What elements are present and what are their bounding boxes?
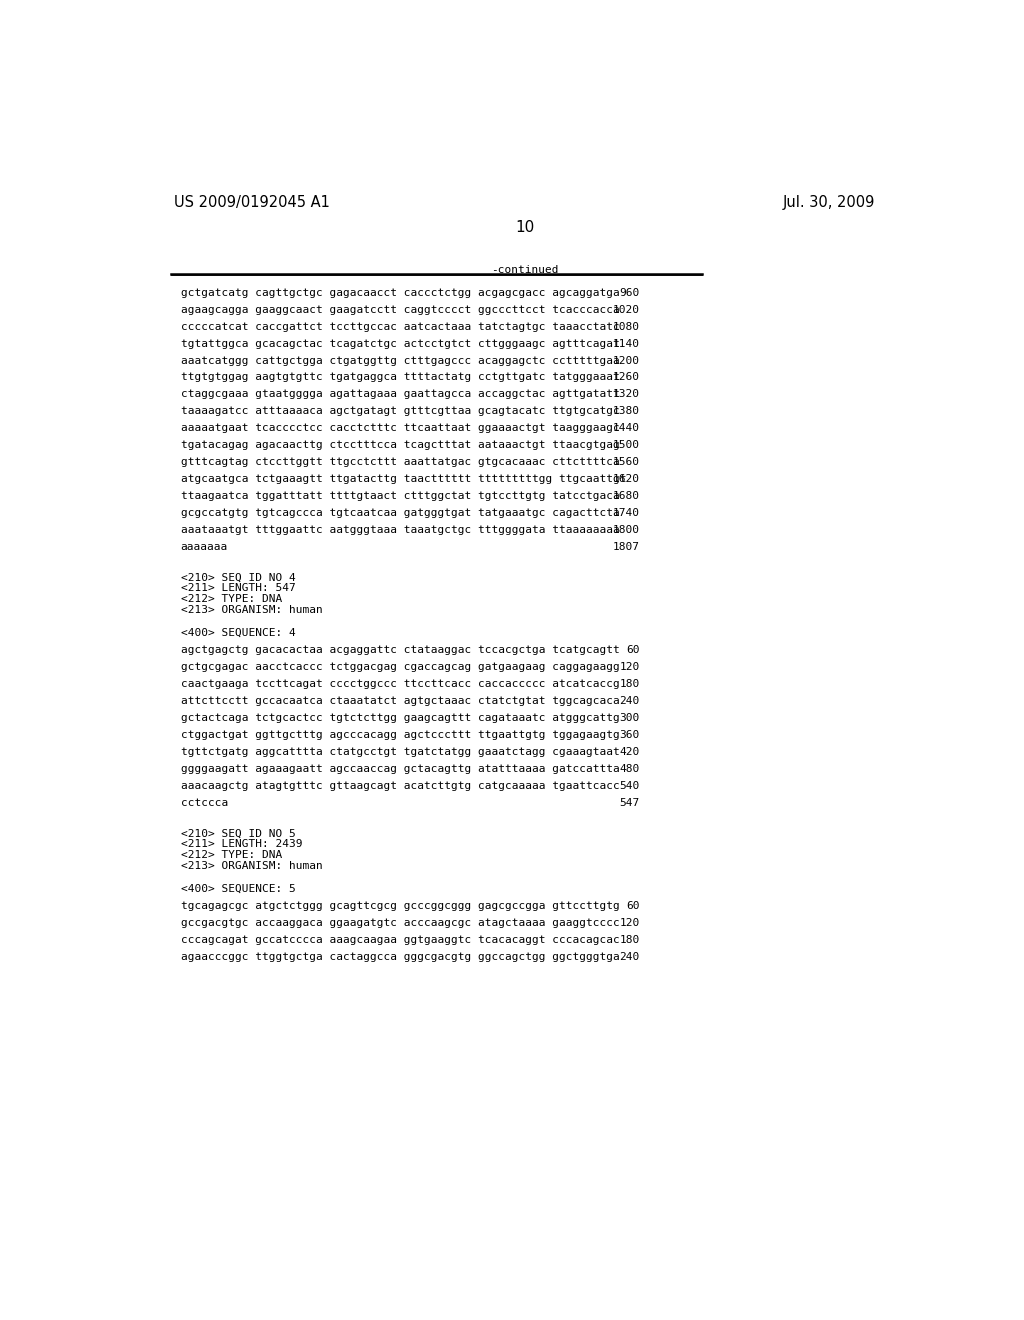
Text: 300: 300 bbox=[620, 713, 640, 723]
Text: 1440: 1440 bbox=[612, 424, 640, 433]
Text: 180: 180 bbox=[620, 678, 640, 689]
Text: 240: 240 bbox=[620, 696, 640, 706]
Text: <211> LENGTH: 547: <211> LENGTH: 547 bbox=[180, 583, 296, 594]
Text: Jul. 30, 2009: Jul. 30, 2009 bbox=[782, 194, 876, 210]
Text: agaacccggc ttggtgctga cactaggcca gggcgacgtg ggccagctgg ggctgggtga: agaacccggc ttggtgctga cactaggcca gggcgac… bbox=[180, 952, 620, 961]
Text: <210> SEQ ID NO 4: <210> SEQ ID NO 4 bbox=[180, 573, 296, 582]
Text: 1800: 1800 bbox=[612, 525, 640, 535]
Text: <400> SEQUENCE: 5: <400> SEQUENCE: 5 bbox=[180, 884, 296, 894]
Text: 240: 240 bbox=[620, 952, 640, 961]
Text: cccccatcat caccgattct tccttgccac aatcactaaa tatctagtgc taaacctatc: cccccatcat caccgattct tccttgccac aatcact… bbox=[180, 322, 620, 331]
Text: cccagcagat gccatcccca aaagcaagaa ggtgaaggtc tcacacaggt cccacagcac: cccagcagat gccatcccca aaagcaagaa ggtgaag… bbox=[180, 935, 620, 945]
Text: 1380: 1380 bbox=[612, 407, 640, 416]
Text: <213> ORGANISM: human: <213> ORGANISM: human bbox=[180, 605, 323, 615]
Text: 1140: 1140 bbox=[612, 339, 640, 348]
Text: <211> LENGTH: 2439: <211> LENGTH: 2439 bbox=[180, 840, 302, 849]
Text: gctgatcatg cagttgctgc gagacaacct caccctctgg acgagcgacc agcaggatga: gctgatcatg cagttgctgc gagacaacct caccctc… bbox=[180, 288, 620, 298]
Text: gctactcaga tctgcactcc tgtctcttgg gaagcagttt cagataaatc atgggcattg: gctactcaga tctgcactcc tgtctcttgg gaagcag… bbox=[180, 713, 620, 723]
Text: tgtattggca gcacagctac tcagatctgc actcctgtct cttgggaagc agtttcagat: tgtattggca gcacagctac tcagatctgc actcctg… bbox=[180, 339, 620, 348]
Text: aaataaatgt tttggaattc aatgggtaaa taaatgctgc tttggggata ttaaaaaaaa: aaataaatgt tttggaattc aatgggtaaa taaatgc… bbox=[180, 525, 620, 535]
Text: 420: 420 bbox=[620, 747, 640, 756]
Text: ggggaagatt agaaagaatt agccaaccag gctacagttg atatttaaaa gatccattta: ggggaagatt agaaagaatt agccaaccag gctacag… bbox=[180, 763, 620, 774]
Text: ctaggcgaaa gtaatgggga agattagaaa gaattagcca accaggctac agttgatatt: ctaggcgaaa gtaatgggga agattagaaa gaattag… bbox=[180, 389, 620, 400]
Text: 1260: 1260 bbox=[612, 372, 640, 383]
Text: agaagcagga gaaggcaact gaagatcctt caggtcccct ggcccttcct tcacccacca: agaagcagga gaaggcaact gaagatcctt caggtcc… bbox=[180, 305, 620, 314]
Text: 960: 960 bbox=[620, 288, 640, 298]
Text: ctggactgat ggttgctttg agcccacagg agctcccttt ttgaattgtg tggagaagtg: ctggactgat ggttgctttg agcccacagg agctccc… bbox=[180, 730, 620, 739]
Text: gctgcgagac aacctcaccc tctggacgag cgaccagcag gatgaagaag caggagaagg: gctgcgagac aacctcaccc tctggacgag cgaccag… bbox=[180, 663, 620, 672]
Text: 60: 60 bbox=[626, 900, 640, 911]
Text: gtttcagtag ctccttggtt ttgcctcttt aaattatgac gtgcacaaac cttcttttca: gtttcagtag ctccttggtt ttgcctcttt aaattat… bbox=[180, 457, 620, 467]
Text: 540: 540 bbox=[620, 780, 640, 791]
Text: aaatcatggg cattgctgga ctgatggttg ctttgagccc acaggagctc cctttttgaa: aaatcatggg cattgctgga ctgatggttg ctttgag… bbox=[180, 355, 620, 366]
Text: aaaaatgaat tcacccctcc cacctctttc ttcaattaat ggaaaactgt taagggaagc: aaaaatgaat tcacccctcc cacctctttc ttcaatt… bbox=[180, 424, 620, 433]
Text: 120: 120 bbox=[620, 917, 640, 928]
Text: 1620: 1620 bbox=[612, 474, 640, 484]
Text: 1500: 1500 bbox=[612, 441, 640, 450]
Text: 1080: 1080 bbox=[612, 322, 640, 331]
Text: aaaaaaa: aaaaaaa bbox=[180, 543, 228, 552]
Text: <213> ORGANISM: human: <213> ORGANISM: human bbox=[180, 861, 323, 871]
Text: gccgacgtgc accaaggaca ggaagatgtc acccaagcgc atagctaaaa gaaggtcccc: gccgacgtgc accaaggaca ggaagatgtc acccaag… bbox=[180, 917, 620, 928]
Text: aaacaagctg atagtgtttc gttaagcagt acatcttgtg catgcaaaaa tgaattcacc: aaacaagctg atagtgtttc gttaagcagt acatctt… bbox=[180, 780, 620, 791]
Text: 1020: 1020 bbox=[612, 305, 640, 314]
Text: 1680: 1680 bbox=[612, 491, 640, 502]
Text: ttgtgtggag aagtgtgttc tgatgaggca ttttactatg cctgttgatc tatgggaaat: ttgtgtggag aagtgtgttc tgatgaggca ttttact… bbox=[180, 372, 620, 383]
Text: tgttctgatg aggcatttta ctatgcctgt tgatctatgg gaaatctagg cgaaagtaat: tgttctgatg aggcatttta ctatgcctgt tgatcta… bbox=[180, 747, 620, 756]
Text: agctgagctg gacacactaa acgaggattc ctataaggac tccacgctga tcatgcagtt: agctgagctg gacacactaa acgaggattc ctataag… bbox=[180, 645, 620, 655]
Text: 120: 120 bbox=[620, 663, 640, 672]
Text: attcttcctt gccacaatca ctaaatatct agtgctaaac ctatctgtat tggcagcaca: attcttcctt gccacaatca ctaaatatct agtgcta… bbox=[180, 696, 620, 706]
Text: 547: 547 bbox=[620, 797, 640, 808]
Text: US 2009/0192045 A1: US 2009/0192045 A1 bbox=[174, 194, 331, 210]
Text: 360: 360 bbox=[620, 730, 640, 739]
Text: 60: 60 bbox=[626, 645, 640, 655]
Text: tgcagagcgc atgctctggg gcagttcgcg gcccggcggg gagcgccgga gttccttgtg: tgcagagcgc atgctctggg gcagttcgcg gcccggc… bbox=[180, 900, 620, 911]
Text: taaaagatcc atttaaaaca agctgatagt gtttcgttaa gcagtacatc ttgtgcatgc: taaaagatcc atttaaaaca agctgatagt gtttcgt… bbox=[180, 407, 620, 416]
Text: 1320: 1320 bbox=[612, 389, 640, 400]
Text: 1560: 1560 bbox=[612, 457, 640, 467]
Text: 10: 10 bbox=[515, 220, 535, 235]
Text: 180: 180 bbox=[620, 935, 640, 945]
Text: 1200: 1200 bbox=[612, 355, 640, 366]
Text: ttaagaatca tggatttatt ttttgtaact ctttggctat tgtccttgtg tatcctgaca: ttaagaatca tggatttatt ttttgtaact ctttggc… bbox=[180, 491, 620, 502]
Text: caactgaaga tccttcagat cccctggccc ttccttcacc caccaccccc atcatcaccg: caactgaaga tccttcagat cccctggccc ttccttc… bbox=[180, 678, 620, 689]
Text: -continued: -continued bbox=[492, 264, 558, 275]
Text: tgatacagag agacaacttg ctcctttcca tcagctttat aataaactgt ttaacgtgag: tgatacagag agacaacttg ctcctttcca tcagctt… bbox=[180, 441, 620, 450]
Text: atgcaatgca tctgaaagtt ttgatacttg taactttttt tttttttttgg ttgcaattgt: atgcaatgca tctgaaagtt ttgatacttg taacttt… bbox=[180, 474, 627, 484]
Text: 480: 480 bbox=[620, 763, 640, 774]
Text: <210> SEQ ID NO 5: <210> SEQ ID NO 5 bbox=[180, 829, 296, 838]
Text: <212> TYPE: DNA: <212> TYPE: DNA bbox=[180, 850, 282, 859]
Text: <400> SEQUENCE: 4: <400> SEQUENCE: 4 bbox=[180, 628, 296, 638]
Text: 1740: 1740 bbox=[612, 508, 640, 517]
Text: cctccca: cctccca bbox=[180, 797, 228, 808]
Text: 1807: 1807 bbox=[612, 543, 640, 552]
Text: <212> TYPE: DNA: <212> TYPE: DNA bbox=[180, 594, 282, 605]
Text: gcgccatgtg tgtcagccca tgtcaatcaa gatgggtgat tatgaaatgc cagacttcta: gcgccatgtg tgtcagccca tgtcaatcaa gatgggt… bbox=[180, 508, 620, 517]
